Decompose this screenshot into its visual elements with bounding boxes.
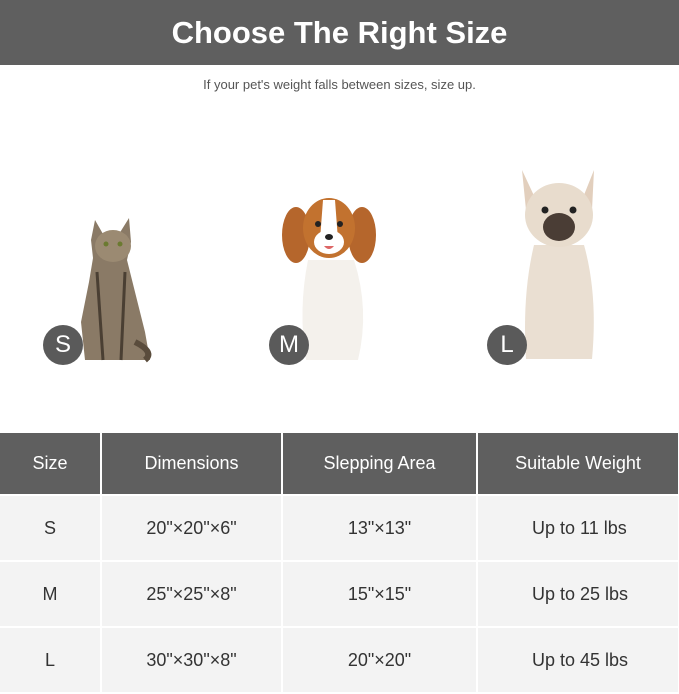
table-row: L 30"×30"×8" 20"×20" Up to 45 lbs [0,626,679,694]
spaniel-image [282,198,376,360]
table-row: M 25"×25"×8" 15"×15" Up to 25 lbs [0,560,679,628]
header-sleeping-area: Slepping Area [281,433,478,495]
cell-weight: Up to 45 lbs [476,626,679,694]
size-badge-s: S [43,325,83,365]
cell-dimensions: 30"×30"×8" [100,626,283,694]
cell-weight: Up to 11 lbs [476,494,679,562]
cell-sleeping-area: 15"×15" [281,560,478,628]
header-weight: Suitable Weight [476,433,679,495]
cell-sleeping-area: 20"×20" [281,626,478,694]
table-row: S 20"×20"×6" 13"×13" Up to 11 lbs [0,494,679,562]
header-dimensions: Dimensions [100,433,283,495]
cell-weight: Up to 25 lbs [476,560,679,628]
size-table: Size Dimensions Slepping Area Suitable W… [0,433,679,694]
french-bulldog-image [522,170,594,359]
page-title: Choose The Right Size [0,0,679,65]
size-badge-m: M [269,325,309,365]
cell-size: M [0,560,102,628]
cat-image [81,218,152,363]
subtitle: If your pet's weight falls between sizes… [203,77,476,92]
cell-sleeping-area: 13"×13" [281,494,478,562]
cell-dimensions: 25"×25"×8" [100,560,283,628]
cell-dimensions: 20"×20"×6" [100,494,283,562]
cell-size: L [0,626,102,694]
size-badge-l: L [487,325,527,365]
cell-size: S [0,494,102,562]
header-size: Size [0,433,102,495]
table-header: Size Dimensions Slepping Area Suitable W… [0,433,679,495]
